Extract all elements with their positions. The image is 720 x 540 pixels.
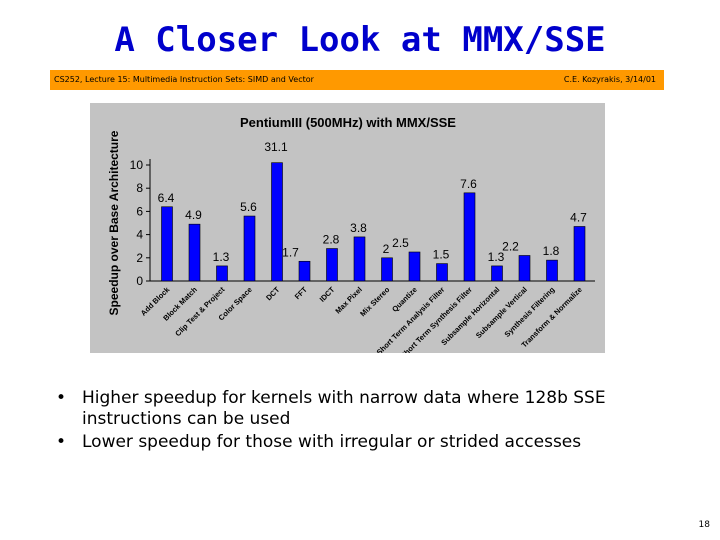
bar (298, 260, 311, 282)
page-number: 18 (698, 520, 710, 530)
y-tick-label: 8 (136, 181, 143, 195)
bar-value-label: 3.8 (350, 221, 367, 235)
bar-value-label: 2.5 (392, 236, 409, 250)
bar-value-label: 2.2 (502, 239, 519, 253)
x-category-label: Subsample Vertical (474, 285, 529, 340)
bar (408, 251, 421, 282)
bar (271, 162, 283, 282)
y-tick-label: 4 (136, 228, 143, 242)
bar (518, 255, 531, 282)
bar-value-label: 31.1 (264, 140, 288, 154)
bar-value-label: 1.7 (282, 245, 299, 259)
x-category-label: Mix Stereo (358, 285, 391, 318)
slide-title: A Closer Look at MMX/SSE (114, 20, 606, 60)
bullet-item: • Lower speedup for those with irregular… (56, 432, 676, 453)
bar-value-label: 4.7 (570, 210, 587, 224)
header-banner: CS252, Lecture 15: Multimedia Instructio… (50, 70, 664, 90)
x-category-label: DCT (264, 285, 282, 303)
bar-value-label: 1.3 (213, 250, 230, 264)
bar-value-label: 1.3 (488, 250, 505, 264)
x-category-label: Clip Test & Project (173, 285, 226, 338)
banner-author-date: C.E. Kozyrakis, 3/14/01 (563, 75, 656, 84)
bullet-text: Higher speedup for kernels with narrow d… (82, 388, 606, 429)
bar (161, 206, 173, 282)
bar (546, 259, 558, 282)
y-tick-label: 10 (130, 158, 144, 172)
bar-value-label: 7.6 (460, 177, 477, 191)
bar (463, 192, 476, 282)
bullet-item: • Higher speedup for kernels with narrow… (56, 388, 676, 430)
bullet-marker: • (56, 432, 67, 452)
x-category-label: Synthesis Filtering (503, 285, 557, 339)
bar-value-label: 2 (383, 242, 390, 256)
bar (216, 265, 228, 282)
x-category-label: IDCT (318, 285, 337, 304)
bar-value-label: 1.8 (543, 244, 560, 258)
bar (573, 226, 586, 282)
bar (326, 248, 338, 282)
bullet-text: Lower speedup for those with irregular o… (82, 432, 582, 452)
y-tick-label: 0 (136, 274, 143, 288)
bar-value-label: 6.4 (158, 191, 175, 205)
bar (353, 236, 366, 282)
bar (188, 223, 201, 282)
x-category-label: FFT (293, 285, 309, 301)
banner-course-label: CS252, Lecture 15: Multimedia Instructio… (54, 75, 314, 84)
bar (436, 263, 448, 282)
y-tick-label: 2 (136, 251, 143, 265)
chart-title: PentiumIII (500MHz) with MMX/SSE (240, 115, 456, 130)
speedup-bar-chart: PentiumIII (500MHz) with MMX/SSE Speedup … (107, 115, 595, 360)
bar-value-label: 5.6 (240, 200, 257, 214)
y-axis-label: Speedup over Base Architecture (107, 130, 121, 315)
y-tick-label: 6 (136, 204, 143, 218)
bullet-marker: • (56, 388, 67, 408)
bullet-list: • Higher speedup for kernels with narrow… (56, 388, 676, 455)
bar-value-label: 4.9 (185, 208, 202, 222)
bar-value-label: 1.5 (433, 248, 450, 262)
bar (381, 257, 393, 282)
bar-value-label: 2.8 (323, 233, 340, 247)
chart-frame: PentiumIII (500MHz) with MMX/SSE Speedup … (90, 103, 605, 360)
bar (243, 215, 256, 282)
bar (491, 265, 503, 282)
